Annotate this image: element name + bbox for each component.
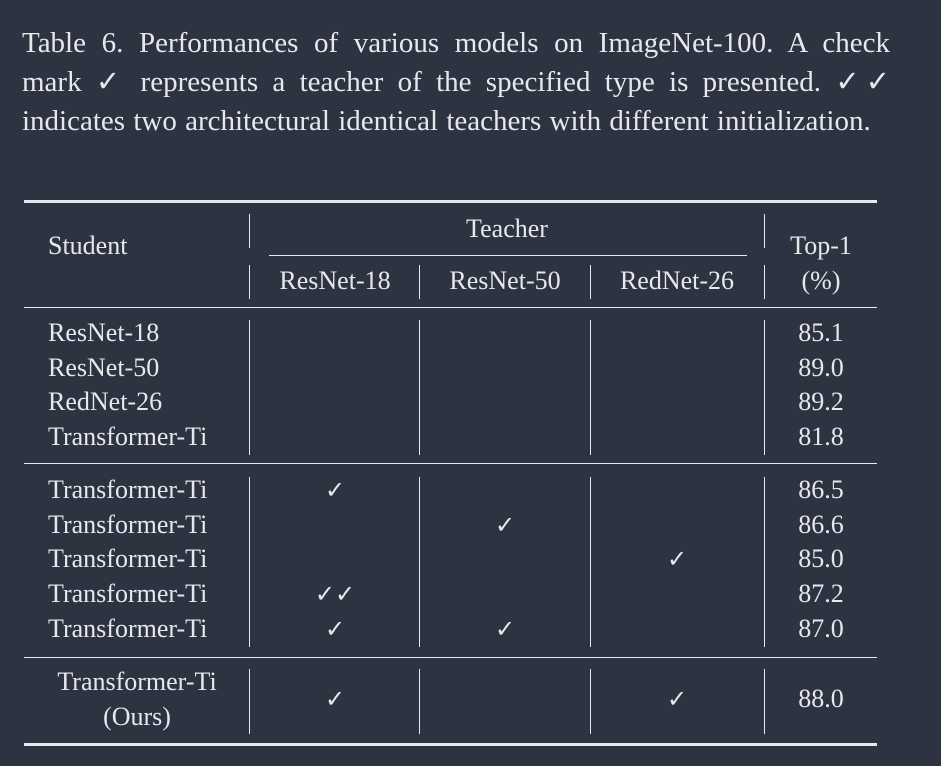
check-mark-icon: ✓ — [324, 614, 346, 643]
column-separator — [764, 320, 765, 455]
bottom-rule — [24, 743, 877, 746]
check-mark-icon: ✓ — [666, 545, 688, 574]
column-separator — [419, 477, 420, 647]
top1-value: 89.0 — [798, 352, 844, 382]
header-separator — [590, 265, 591, 299]
column-separator — [249, 320, 250, 455]
top-rule — [24, 200, 877, 203]
column-separator — [764, 477, 765, 647]
top1-value: 88.0 — [798, 684, 844, 714]
top1-value: 89.2 — [798, 387, 844, 417]
top1-value: 85.1 — [798, 318, 844, 347]
student-name: Transformer-Ti — [48, 422, 208, 452]
student-name: Transformer-Ti — [48, 509, 208, 539]
group-rule-1 — [24, 463, 877, 464]
check-mark-icon: ✓ — [494, 614, 516, 643]
column-separator — [419, 320, 420, 455]
top1-value: 81.8 — [798, 422, 844, 452]
top1-value: 87.2 — [798, 579, 844, 609]
teacher-header: Teacher — [466, 214, 548, 243]
student-name: Transformer-Ti — [48, 544, 208, 574]
student-name: Transformer-Ti — [57, 667, 217, 696]
header-separator — [764, 265, 765, 299]
top1-value: 85.0 — [798, 544, 844, 574]
header-separator — [419, 265, 420, 299]
check-mark-icon: ✓ — [494, 510, 516, 539]
column-separator — [590, 477, 591, 647]
header-separator — [249, 214, 250, 248]
top1-value: 86.6 — [798, 509, 844, 539]
check-mark-icon: ✓ — [324, 476, 346, 504]
header-rule — [24, 307, 877, 308]
header-separator — [764, 214, 765, 248]
header-separator — [249, 265, 250, 299]
column-separator — [249, 477, 250, 647]
group-rule-2 — [24, 657, 877, 658]
top1-value: 86.5 — [798, 475, 844, 504]
check-mark-icon: ✓✓ — [314, 580, 356, 609]
column-separator — [590, 669, 591, 735]
column-separator — [249, 669, 250, 735]
student-header: Student — [48, 231, 128, 260]
top1-header: Top-1 — [790, 231, 852, 260]
teacher-header-rednet-26: RedNet-26 — [619, 266, 735, 295]
table-caption: Table 6. Performances of various models … — [22, 27, 890, 137]
teacher-header-resnet-18: ResNet-18 — [279, 266, 391, 295]
column-separator — [419, 669, 420, 735]
teacher-cmidrule — [269, 255, 747, 256]
student-name: ResNet-50 — [48, 352, 160, 382]
student-name: RedNet-26 — [48, 387, 163, 417]
check-mark-icon: ✓ — [324, 685, 346, 714]
column-separator — [764, 669, 765, 735]
student-name: Transformer-Ti — [48, 579, 208, 609]
student-name: ResNet-18 — [48, 318, 160, 347]
column-separator — [590, 320, 591, 455]
check-mark-icon: ✓ — [666, 685, 688, 714]
top1-unit-header: (%) — [801, 266, 841, 295]
teacher-header-resnet-50: ResNet-50 — [449, 266, 561, 295]
student-name: Transformer-Ti — [48, 475, 208, 504]
student-name: Transformer-Ti — [48, 613, 208, 643]
top1-value: 87.0 — [798, 613, 844, 643]
student-name-suffix: (Ours) — [103, 701, 171, 731]
